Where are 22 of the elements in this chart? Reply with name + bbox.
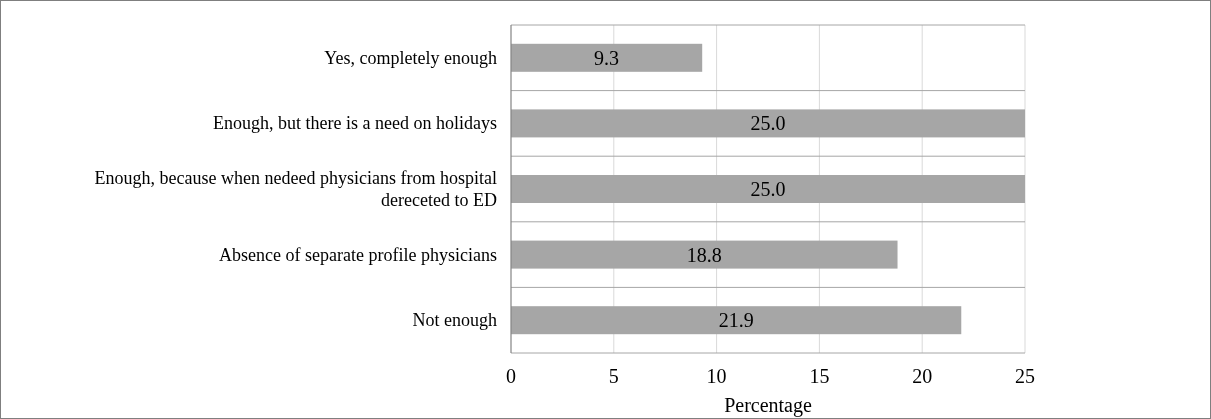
x-tick-label: 5: [608, 365, 619, 387]
data-label: 9.3: [594, 46, 620, 69]
y-tick-label: Not enough: [412, 310, 497, 331]
y-tick-label: Enough, because when nedeed physicians from hospital dereceted to ED: [94, 168, 497, 210]
bar: [511, 240, 898, 269]
data-label: 25.0: [750, 178, 786, 200]
bar: [511, 109, 1025, 138]
y-tick-label: Enough, but there is a need on holidays: [213, 113, 497, 134]
data-label: 25.0: [750, 112, 786, 135]
x-tick-label: 15: [809, 365, 830, 387]
x-tick-label: 25: [1015, 365, 1035, 387]
x-tick-label: 10: [706, 365, 727, 387]
bar: [511, 175, 1025, 203]
bar: [511, 306, 962, 335]
x-axis-title: Percentage: [724, 394, 812, 417]
data-label: 21.9: [718, 309, 754, 332]
y-tick-label: Yes, completely enough: [324, 47, 497, 68]
x-tick-label: 0: [506, 365, 516, 387]
bar: [511, 43, 703, 72]
x-tick-label: 20: [912, 365, 933, 387]
y-tick-label: Absence of separate profile physicians: [219, 244, 497, 265]
data-label: 18.8: [686, 243, 722, 266]
